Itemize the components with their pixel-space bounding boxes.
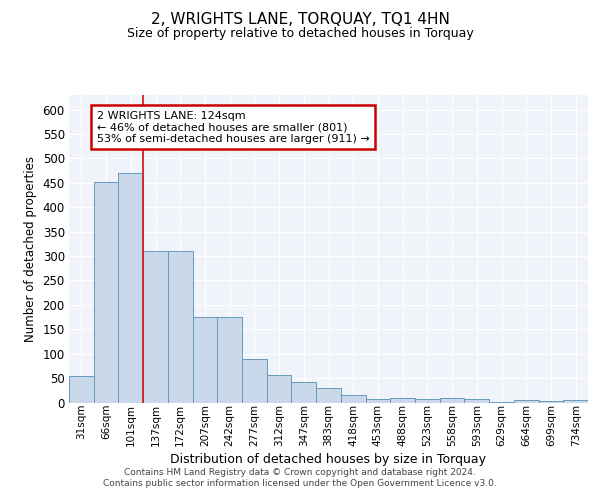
Bar — [390, 398, 415, 402]
Bar — [193, 317, 217, 402]
Bar — [563, 400, 588, 402]
Bar — [69, 376, 94, 402]
Bar — [143, 251, 168, 402]
Bar — [539, 401, 563, 402]
Bar — [292, 382, 316, 402]
Bar — [217, 317, 242, 402]
Bar — [464, 398, 489, 402]
Bar — [440, 398, 464, 402]
Bar — [94, 182, 118, 402]
Text: Size of property relative to detached houses in Torquay: Size of property relative to detached ho… — [127, 28, 473, 40]
Bar — [341, 395, 365, 402]
Bar — [242, 358, 267, 403]
Bar — [267, 374, 292, 402]
Bar — [415, 398, 440, 402]
X-axis label: Distribution of detached houses by size in Torquay: Distribution of detached houses by size … — [170, 453, 487, 466]
Text: 2 WRIGHTS LANE: 124sqm
← 46% of detached houses are smaller (801)
53% of semi-de: 2 WRIGHTS LANE: 124sqm ← 46% of detached… — [97, 110, 370, 144]
Bar — [514, 400, 539, 402]
Bar — [168, 251, 193, 402]
Bar — [118, 173, 143, 402]
Text: Contains HM Land Registry data © Crown copyright and database right 2024.
Contai: Contains HM Land Registry data © Crown c… — [103, 468, 497, 487]
Y-axis label: Number of detached properties: Number of detached properties — [24, 156, 37, 342]
Bar — [365, 398, 390, 402]
Bar — [316, 388, 341, 402]
Text: 2, WRIGHTS LANE, TORQUAY, TQ1 4HN: 2, WRIGHTS LANE, TORQUAY, TQ1 4HN — [151, 12, 449, 28]
